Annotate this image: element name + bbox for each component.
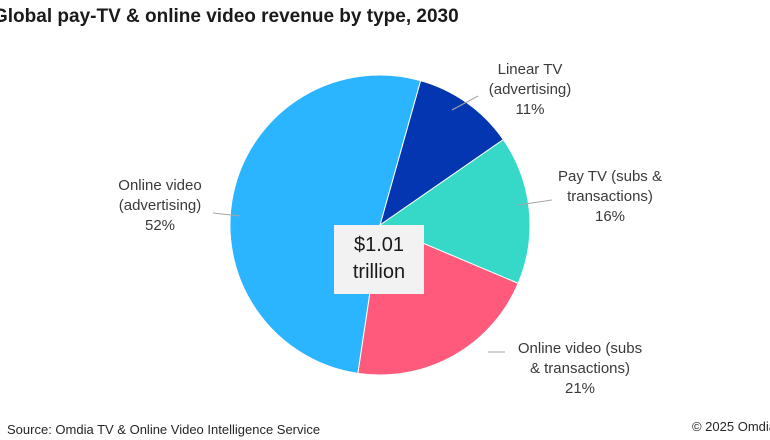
slice-label-linear-tv-advertising: Linear TV (advertising) 11% [465, 60, 595, 120]
copyright-note: © 2025 Omdia [691, 419, 770, 434]
slice-value-label: 11% [515, 101, 545, 118]
leader-line [517, 199, 553, 206]
center-total-box: $1.01 trillion [334, 225, 424, 294]
pie-slice-pay-tv-subs [378, 138, 531, 285]
leader-line [212, 212, 241, 217]
slice-value-label: 21% [564, 380, 596, 397]
pie-slice-online-video-advertising [229, 74, 422, 374]
slice-label-line: transactions) [567, 188, 653, 205]
slice-label-line: Linear TV [497, 61, 563, 78]
leader-line [451, 95, 479, 111]
slice-label-line: Online video (subs [517, 340, 643, 357]
slice-value-label: 16% [594, 208, 626, 225]
slice-label-line: Online video [118, 177, 202, 194]
chart-title: Global pay-TV & online video revenue by … [0, 6, 459, 27]
center-total-unit: trillion [352, 261, 406, 283]
slice-label-line: (advertising) [118, 197, 202, 214]
source-note: Source: Omdia TV & Online Video Intellig… [7, 422, 321, 437]
center-total-value: $1.01 [353, 234, 405, 256]
slice-label-pay-tv-subs: Pay TV (subs & transactions) 16% [540, 167, 680, 227]
slice-label-line: & transactions) [529, 360, 631, 377]
slice-value-label: 52% [144, 217, 176, 234]
slice-label-online-video-advertising: Online video (advertising) 52% [100, 176, 220, 236]
slice-label-line: (advertising) [488, 81, 572, 98]
slice-label-line: Pay TV (subs & [558, 168, 662, 185]
slice-label-online-video-subs: Online video (subs & transactions) 21% [500, 339, 660, 399]
